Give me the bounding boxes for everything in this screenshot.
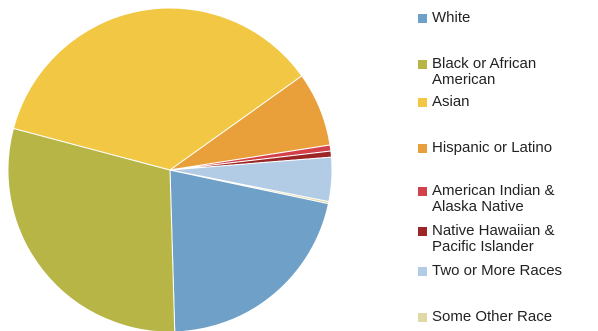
legend-label-white: White bbox=[432, 9, 471, 26]
legend-swatch-some-other-race bbox=[418, 313, 427, 322]
pie-slice-white bbox=[169, 169, 330, 331]
legend-label-asian: Asian bbox=[432, 93, 470, 110]
pie-chart bbox=[7, 7, 333, 331]
legend-swatch-white bbox=[418, 14, 427, 23]
legend-label-black-or-african-american: Black or African American bbox=[432, 55, 537, 88]
legend-label-hispanic-or-latino: Hispanic or Latino bbox=[432, 139, 553, 156]
legend-swatch-native-hawaiian-pacific-islander bbox=[418, 227, 427, 236]
pie-slice-some-other-race bbox=[169, 169, 330, 205]
legend-label-american-indian-alaska-native: American Indian & Alaska Native bbox=[432, 182, 555, 215]
legend-swatch-two-or-more-races bbox=[418, 267, 427, 276]
legend-swatch-american-indian-alaska-native bbox=[418, 187, 427, 196]
legend-swatch-hispanic-or-latino bbox=[418, 144, 427, 153]
legend-swatch-black-or-african-american bbox=[418, 60, 427, 69]
legend-label-native-hawaiian-pacific-islander: Native Hawaiian & Pacific Islander bbox=[432, 222, 555, 255]
pie-slice-asian bbox=[12, 7, 303, 171]
legend-label-two-or-more-races: Two or More Races bbox=[432, 262, 563, 279]
legend-swatch-asian bbox=[418, 98, 427, 107]
legend-label-some-other-race: Some Other Race bbox=[432, 308, 553, 325]
pie-slice-black-or-african-american bbox=[7, 127, 176, 331]
legend: White Black or African American Asian Hi… bbox=[418, 0, 598, 331]
